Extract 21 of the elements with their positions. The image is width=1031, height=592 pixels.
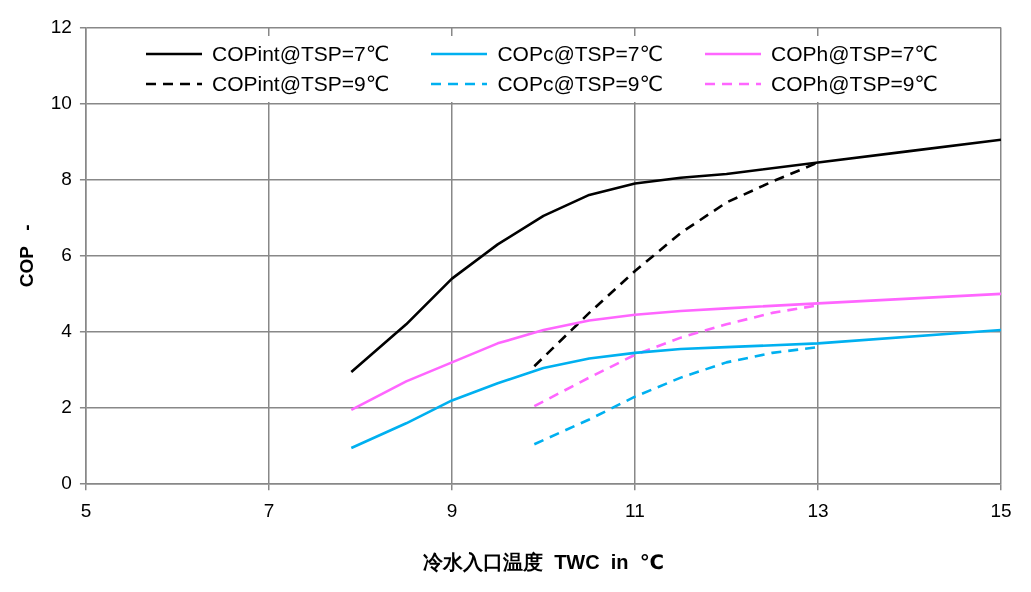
x-axis-title: 冷水入口温度 TWC in ℃ (423, 550, 664, 573)
y-tick-label: 10 (50, 91, 72, 113)
legend-label: COPc@TSP=9℃ (497, 72, 664, 96)
y-tick-label: 0 (61, 472, 72, 494)
y-tick-label: 4 (61, 320, 73, 342)
y-axis-title: COP - (15, 224, 37, 288)
y-tick-label: 8 (61, 167, 72, 189)
x-tick-label: 15 (990, 499, 1012, 521)
y-tick-label: 6 (61, 244, 72, 266)
x-tick-label: 5 (80, 499, 92, 521)
legend-label: COPc@TSP=7℃ (497, 42, 664, 66)
legend-label: COPh@TSP=7℃ (771, 42, 938, 66)
x-tick-label: 9 (446, 499, 458, 521)
legend-label: COPh@TSP=9℃ (771, 72, 938, 96)
legend-label: COPint@TSP=7℃ (212, 42, 390, 66)
x-tick-label: 11 (625, 499, 645, 521)
legend-label: COPint@TSP=9℃ (212, 72, 390, 96)
x-tick-label: 7 (263, 499, 275, 521)
x-tick-label: 13 (807, 499, 829, 521)
y-tick-label: 12 (50, 15, 72, 37)
y-tick-label: 2 (61, 396, 72, 418)
